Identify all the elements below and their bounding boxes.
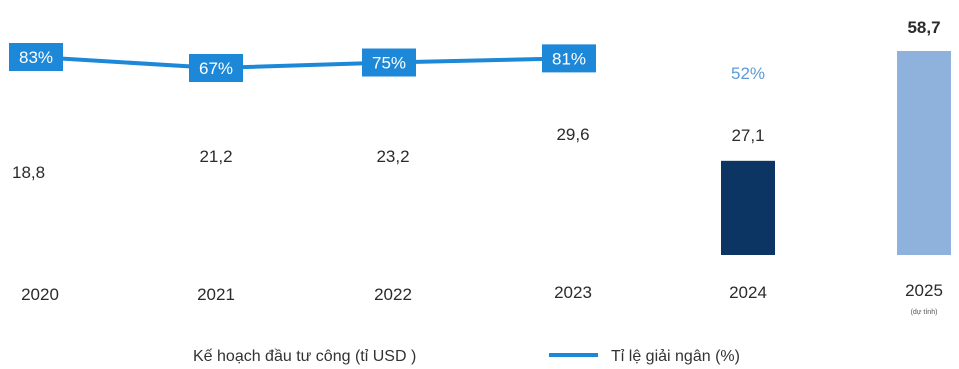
rate-point-2023 bbox=[542, 44, 596, 73]
bar-2024 bbox=[721, 160, 775, 255]
labels-layer: 18,8 21,2 23,2 29,6 27,1 58,7 2020 2021 2022 2023… bbox=[12, 18, 943, 316]
legend-label-disbursement-rate: Tỉ lệ giải ngân (%) bbox=[611, 348, 740, 365]
bar-value-label-2024: 27,1 bbox=[731, 126, 764, 145]
x-tick-label-2025: 2025 bbox=[905, 281, 943, 300]
rate-label-2021: 67% bbox=[199, 59, 233, 78]
legend-label-investment-plan: Kế hoạch đầu tư công (tỉ USD ) bbox=[193, 348, 416, 365]
disbursement-rate-line bbox=[35, 55, 570, 71]
bar-2025 bbox=[897, 51, 951, 255]
x-tick-label-2022: 2022 bbox=[374, 285, 412, 304]
rate-label-2020: 83% bbox=[19, 48, 53, 67]
bar-value-label-2021: 21,2 bbox=[199, 147, 232, 166]
rate-point-2020 bbox=[9, 43, 63, 71]
bar-value-label-2023: 29,6 bbox=[556, 125, 589, 144]
rate-label-2024: 52% bbox=[731, 64, 765, 83]
x-tick-label-2021: 2021 bbox=[197, 285, 235, 304]
rate-label-2022: 75% bbox=[372, 54, 406, 73]
disbursement-line-layer: 83% 67% 75% 81% 52% bbox=[9, 43, 765, 83]
rate-label-2023: 81% bbox=[552, 49, 586, 68]
legend: Kế hoạch đầu tư công (tỉ USD ) Tỉ lệ giả… bbox=[193, 348, 740, 365]
x-tick-label-2023: 2023 bbox=[554, 283, 592, 302]
bar-value-label-2025: 58,7 bbox=[907, 18, 940, 37]
x-tick-note-2025: (dự tính) bbox=[911, 309, 938, 316]
bars-layer bbox=[721, 51, 951, 255]
bar-value-label-2022: 23,2 bbox=[376, 147, 409, 166]
rate-point-2021 bbox=[189, 54, 243, 82]
rate-point-2022 bbox=[362, 48, 416, 77]
x-tick-label-2020: 2020 bbox=[21, 285, 59, 304]
bar-value-label-2020: 18,8 bbox=[12, 163, 45, 182]
x-tick-label-2024: 2024 bbox=[729, 283, 767, 302]
